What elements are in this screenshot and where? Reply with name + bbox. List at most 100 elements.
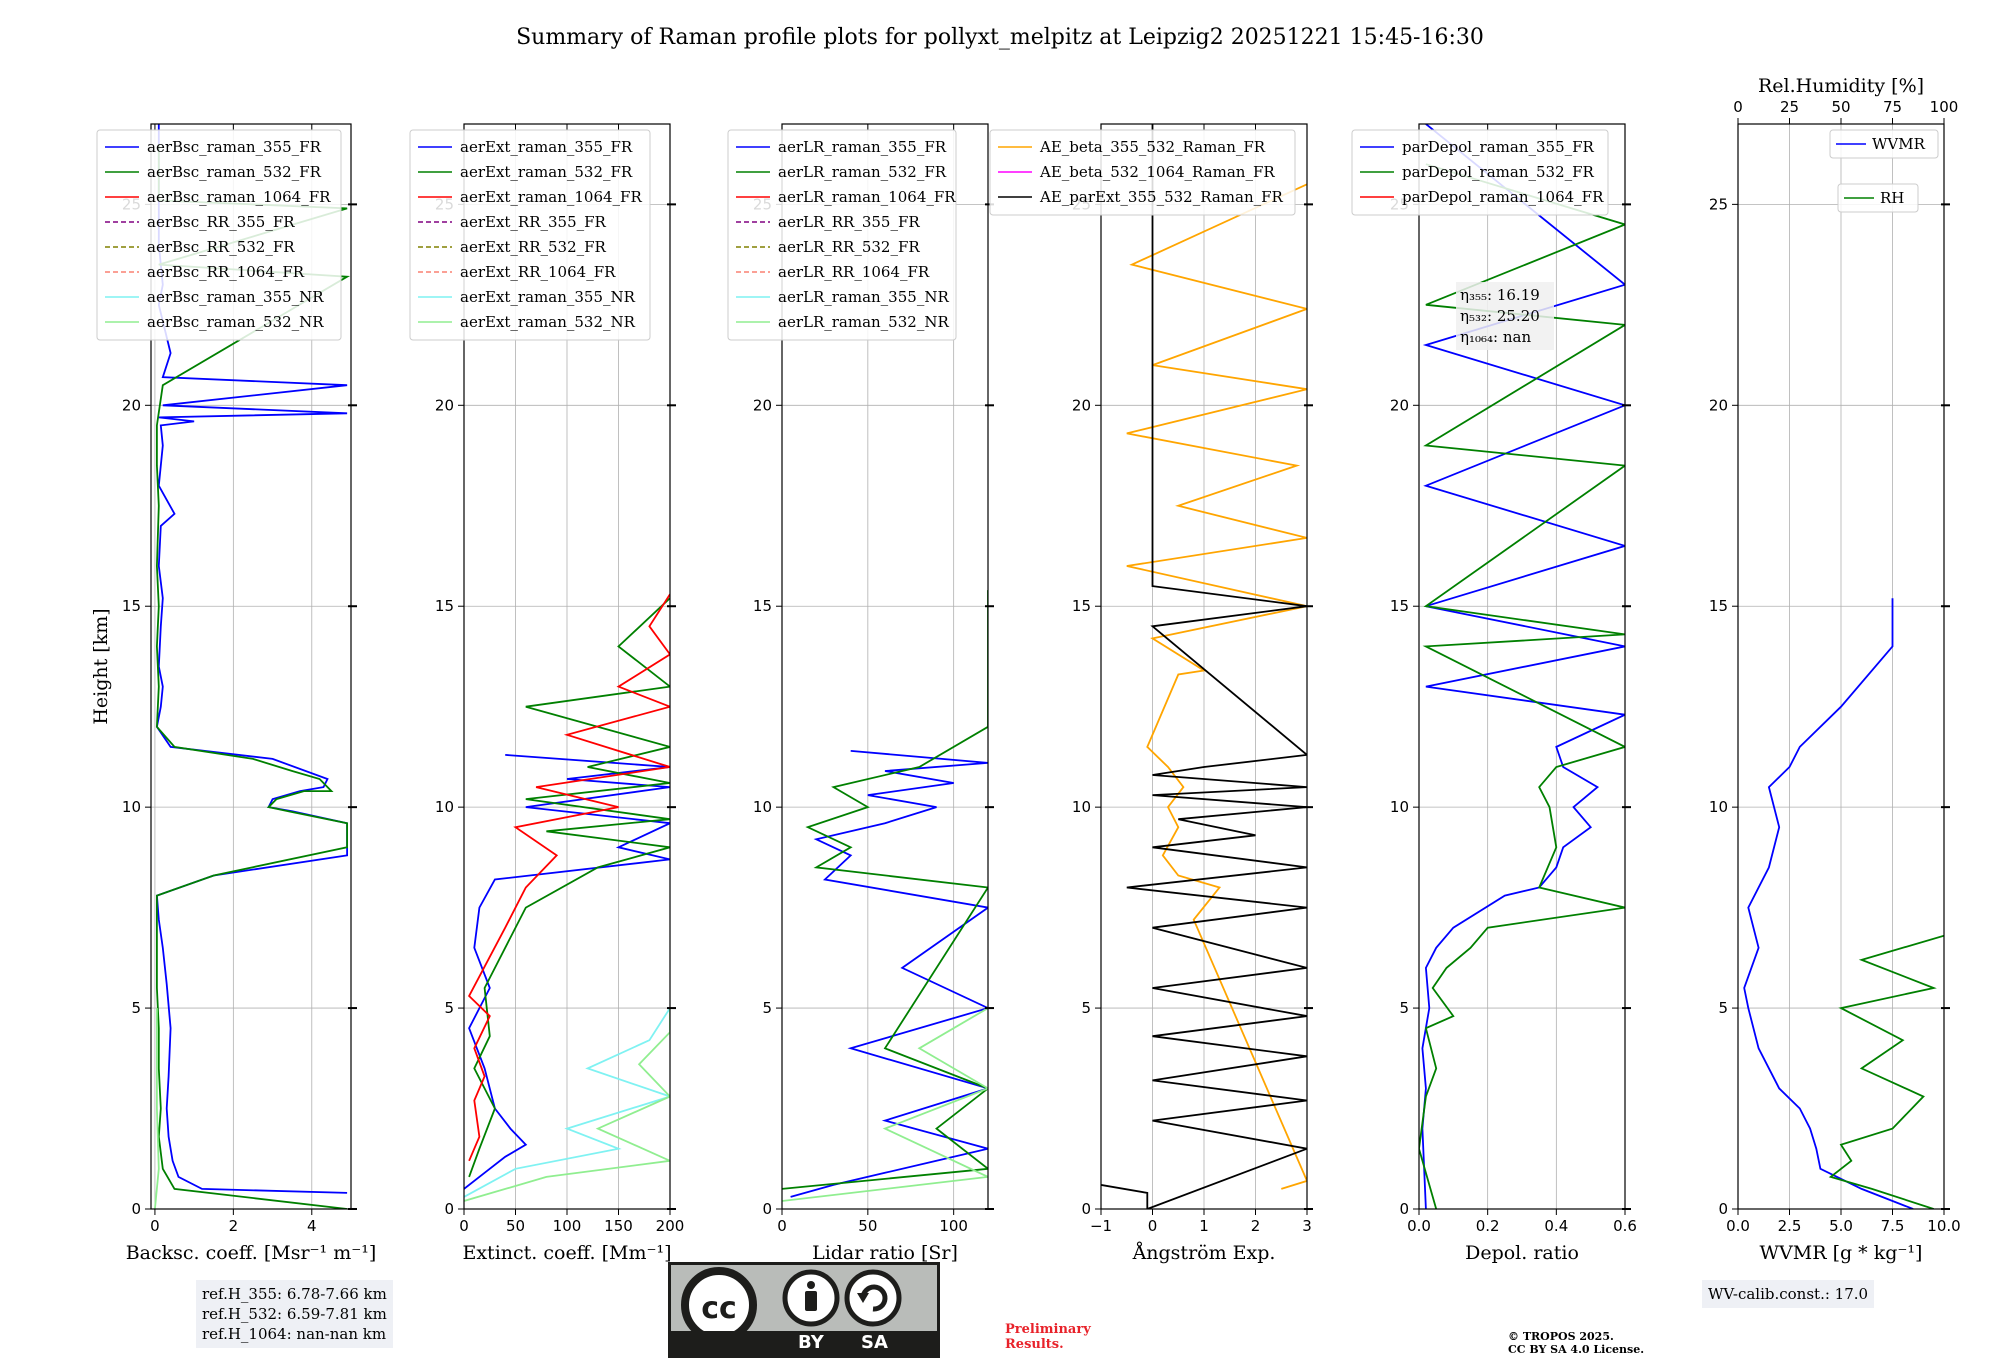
x-tick-label: 5.0 bbox=[1829, 1217, 1853, 1235]
x-tick-label: 1 bbox=[1199, 1217, 1209, 1235]
eta-annotation: η₃₅₅: 16.19 η₅₃₂: 25.20 η₁₀₆₄: nan bbox=[1456, 282, 1554, 350]
series-line-aerExt_raman_532_NR bbox=[464, 1008, 670, 1202]
legend-label: aerExt_raman_1064_FR bbox=[460, 188, 642, 206]
x-tick-label: 50 bbox=[506, 1217, 525, 1235]
eta-value: η₅₃₂: 25.20 bbox=[1460, 307, 1540, 325]
legend-box bbox=[1351, 129, 1609, 216]
series-line-aerExt_raman_355_NR bbox=[464, 1007, 670, 1198]
y-tick-label: 10 bbox=[1072, 798, 1091, 816]
legend-label: AE_parExt_355_532_Raman_FR bbox=[1039, 188, 1284, 206]
x-axis-label: Backsc. coeff. [Msr⁻¹ m⁻¹] bbox=[126, 1242, 377, 1264]
axes-frame bbox=[1418, 123, 1626, 1210]
y-tick-label: 5 bbox=[131, 999, 141, 1017]
y-tick-label: 15 bbox=[1072, 597, 1091, 615]
x-tick-label: 150 bbox=[604, 1217, 633, 1235]
eta-value: η₁₀₆₄: nan bbox=[1460, 328, 1531, 346]
x-axis-label: Lidar ratio [Sr] bbox=[812, 1242, 958, 1264]
copyright-line-1: © TROPOS 2025. bbox=[1508, 1330, 1614, 1343]
preliminary-line-2: Results. bbox=[1005, 1337, 1064, 1352]
share-alike-icon bbox=[844, 1269, 902, 1327]
top-x-tick-label: 0 bbox=[1733, 98, 1743, 116]
reference-heights-box: ref.H_355: 6.78-7.66 km ref.H_532: 6.59-… bbox=[196, 1280, 393, 1348]
x-tick-label: 7.5 bbox=[1881, 1217, 1905, 1235]
legend-label: aerLR_raman_532_FR bbox=[778, 163, 947, 181]
cc-letters: cc bbox=[701, 1291, 737, 1325]
y-tick-label: 20 bbox=[753, 396, 772, 414]
legend-label: aerLR_RR_532_FR bbox=[778, 238, 920, 256]
copyright-note: © TROPOS 2025. CC BY SA 4.0 License. bbox=[1508, 1330, 1644, 1356]
series-line-WVMR bbox=[1743, 598, 1914, 1209]
series-group bbox=[464, 593, 670, 1202]
series-line-parDepol_raman_532_FR bbox=[1419, 163, 1625, 1209]
legend: WVMR RH bbox=[1829, 129, 1939, 213]
legend-label: aerBsc_RR_355_FR bbox=[147, 213, 295, 231]
x-axis-label: Depol. ratio bbox=[1465, 1242, 1579, 1264]
legend-box bbox=[409, 129, 651, 341]
x-tick-label: 200 bbox=[656, 1217, 685, 1235]
series-line-aerExt_raman_532_FR bbox=[468, 597, 670, 1178]
legend-label: aerLR_RR_1064_FR bbox=[778, 263, 930, 281]
series-line-aerExt_raman_1064_FR bbox=[467, 593, 670, 1162]
y-tick-label: 20 bbox=[435, 396, 454, 414]
legend-box bbox=[727, 129, 957, 341]
cc-by-sa-license-badge: cc BY SA bbox=[668, 1262, 940, 1358]
copyright-line-2: CC BY SA 4.0 License. bbox=[1508, 1343, 1645, 1356]
legend-label: RH bbox=[1880, 189, 1904, 207]
legend-box bbox=[96, 129, 342, 341]
top-x-axis-label: Rel.Humidity [%] bbox=[1758, 75, 1924, 97]
y-tick-label: 10 bbox=[753, 798, 772, 816]
y-tick-label: 15 bbox=[1390, 597, 1409, 615]
series-line-parDepol_raman_355_FR bbox=[1421, 124, 1625, 1209]
cc-sa-label: SA bbox=[861, 1332, 888, 1353]
x-tick-label: 0.0 bbox=[1407, 1217, 1431, 1235]
x-tick-label: 0 bbox=[1148, 1217, 1158, 1235]
x-tick-label: 0 bbox=[777, 1217, 787, 1235]
x-tick-label: 10.0 bbox=[1927, 1217, 1960, 1235]
y-tick-label: 25 bbox=[1709, 195, 1728, 213]
x-tick-label: 2 bbox=[229, 1217, 239, 1235]
legend-label: aerBsc_raman_355_FR bbox=[147, 138, 322, 156]
x-axis-label: Extinct. coeff. [Mm⁻¹] bbox=[462, 1242, 671, 1264]
eta-box bbox=[1456, 282, 1554, 350]
top-x-tick-label: 50 bbox=[1831, 98, 1850, 116]
x-tick-label: 2.5 bbox=[1778, 1217, 1802, 1235]
series-line-aerBsc_raman_532_NR bbox=[154, 1008, 160, 1209]
series-group bbox=[1419, 124, 1625, 1209]
legend-label: aerBsc_raman_355_NR bbox=[147, 288, 324, 306]
legend-label: aerExt_RR_1064_FR bbox=[460, 263, 616, 281]
x-tick-label: 3 bbox=[1302, 1217, 1312, 1235]
x-tick-label: 4 bbox=[307, 1217, 317, 1235]
x-tick-label: 2 bbox=[1251, 1217, 1261, 1235]
y-tick-label: 10 bbox=[122, 798, 141, 816]
x-tick-label: 0.2 bbox=[1476, 1217, 1500, 1235]
series-line-aerBsc_raman_355_FR bbox=[155, 124, 349, 1194]
ref-height-532: ref.H_532: 6.59-7.81 km bbox=[202, 1305, 387, 1323]
series-group bbox=[154, 124, 351, 1209]
y-tick-label: 5 bbox=[1399, 999, 1409, 1017]
series-line-AE_parExt_355_532_Raman_FR bbox=[1101, 124, 1307, 1209]
legend-label: aerBsc_raman_532_NR bbox=[147, 313, 324, 331]
legend-label: AE_beta_355_532_Raman_FR bbox=[1039, 138, 1266, 156]
y-tick-label: 15 bbox=[122, 597, 141, 615]
cc-badge-bar bbox=[671, 1331, 937, 1355]
x-tick-label: 0.0 bbox=[1726, 1217, 1750, 1235]
top-x-tick-label: 75 bbox=[1883, 98, 1902, 116]
wv-calibration-box: WV-calib.const.: 17.0 bbox=[1702, 1280, 1875, 1308]
legend-label: aerLR_raman_355_NR bbox=[778, 288, 949, 306]
y-tick-label: 10 bbox=[1390, 798, 1409, 816]
axes-frame bbox=[781, 123, 989, 1210]
legend-label: aerBsc_RR_532_FR bbox=[147, 238, 295, 256]
y-tick-label: 5 bbox=[762, 999, 772, 1017]
legend-label: aerLR_RR_355_FR bbox=[778, 213, 920, 231]
axes-frame bbox=[150, 123, 352, 1210]
legend-label: aerBsc_raman_1064_FR bbox=[147, 188, 331, 206]
panel-bsc: 0240510152025Backsc. coeff. [Msr⁻¹ m⁻¹]H… bbox=[90, 123, 377, 1264]
legend-label: parDepol_raman_355_FR bbox=[1402, 138, 1595, 156]
ref-height-1064: ref.H_1064: nan-nan km bbox=[202, 1325, 387, 1343]
series-group bbox=[782, 590, 988, 1202]
y-axis-label: Height [km] bbox=[90, 608, 112, 724]
preliminary-results-note: Preliminary Results. bbox=[1005, 1322, 1091, 1352]
legend-box bbox=[1837, 183, 1919, 213]
legend-label: aerLR_raman_1064_FR bbox=[778, 188, 956, 206]
